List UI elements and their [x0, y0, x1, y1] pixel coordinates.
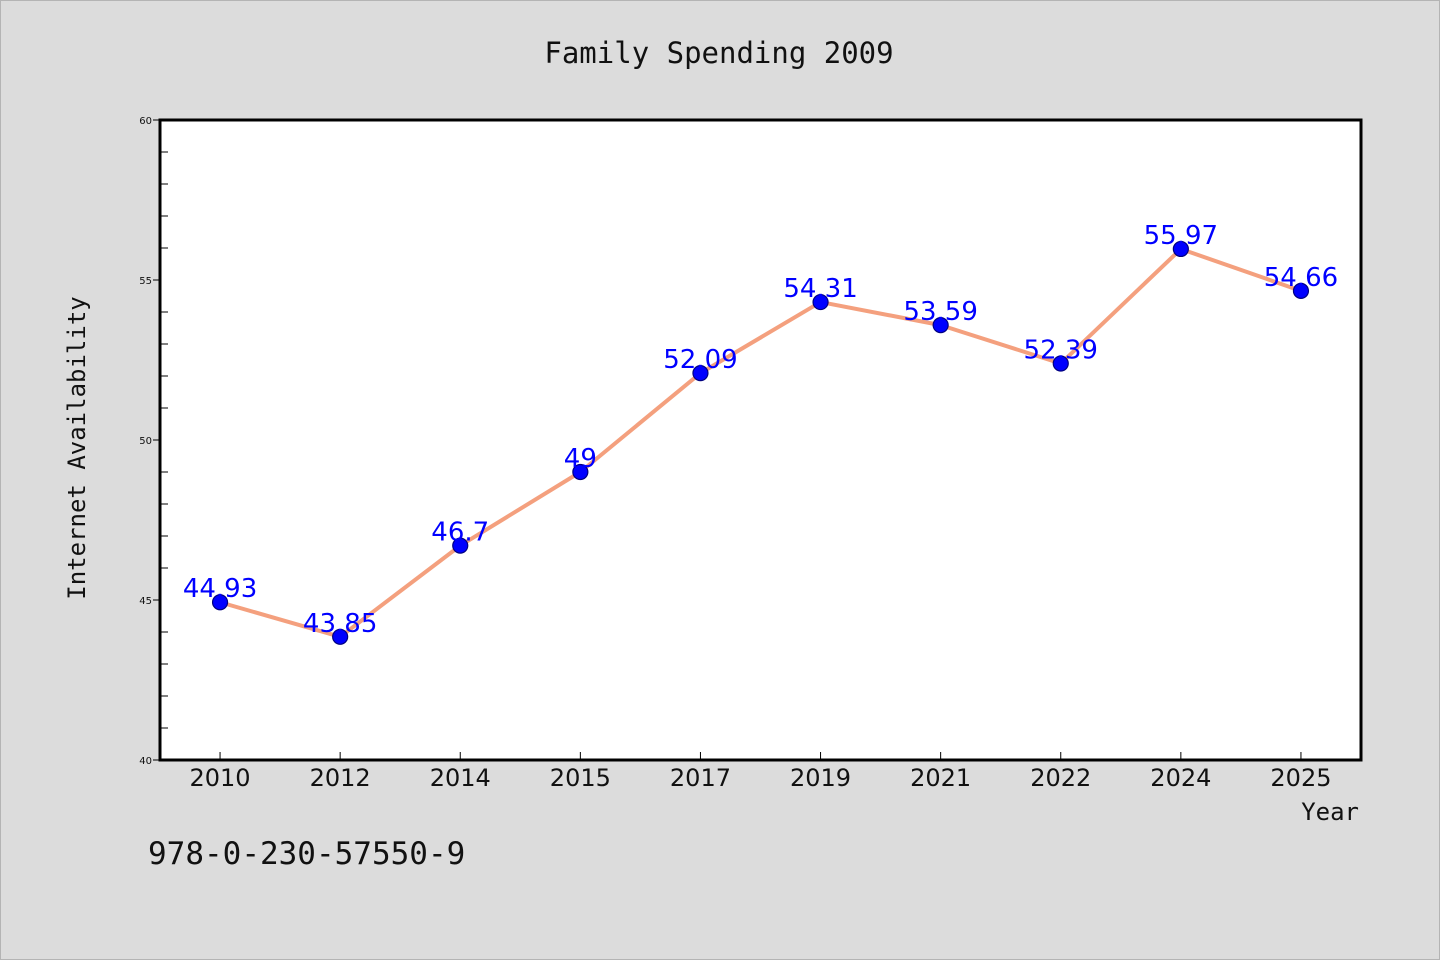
- data-point: [572, 463, 589, 481]
- data-series: [211, 240, 1310, 645]
- data-label: 53.59: [903, 297, 977, 327]
- x-tick-label: 2012: [310, 764, 371, 792]
- data-point: [332, 628, 349, 645]
- data-point: [812, 293, 829, 311]
- x-tick-label: 2025: [1270, 764, 1331, 792]
- x-tick-label: 2019: [790, 764, 851, 792]
- y-axis: 40 45 50 55 60: [139, 116, 168, 767]
- x-tick-label: 2014: [430, 764, 491, 792]
- data-point: [692, 365, 709, 382]
- data-label: 46.7: [431, 518, 489, 548]
- x-axis-label: Year: [1301, 798, 1359, 826]
- y-tick-label: 40: [139, 756, 152, 767]
- series-line: [219, 246, 1302, 639]
- data-label: 49: [564, 444, 597, 474]
- data-label: 54.66: [1264, 263, 1338, 293]
- y-tick-label: 55: [139, 276, 152, 287]
- data-label: 44.93: [183, 574, 257, 604]
- x-tick-label: 2021: [910, 764, 971, 792]
- x-tick-label: 2017: [670, 764, 731, 792]
- data-label: 43.85: [303, 609, 377, 639]
- data-label: 52.39: [1024, 336, 1098, 366]
- chart-title: Family Spending 2009: [544, 36, 893, 70]
- data-label: 55.97: [1144, 221, 1218, 251]
- x-tick-label: 2024: [1150, 764, 1211, 792]
- x-tick-label: 2010: [190, 764, 251, 792]
- data-label: 54.31: [783, 274, 857, 304]
- y-axis-label: Internet Availability: [63, 296, 91, 599]
- y-tick-label: 45: [139, 596, 152, 607]
- y-tick-label: 50: [139, 436, 152, 447]
- x-axis: 2010 2012 2014 2015 2017 2019 2021 2022 2024 2025: [190, 752, 1331, 792]
- data-point: [1292, 282, 1310, 299]
- data-point: [1052, 355, 1069, 372]
- data-point: [932, 317, 949, 334]
- y-tick-label: 60: [139, 116, 152, 127]
- data-point: [211, 594, 229, 611]
- data-point: [1172, 240, 1189, 258]
- x-tick-label: 2015: [550, 764, 611, 792]
- data-labels: 44.93 43.85 46.7 49 52.09 54.31 53.59 52.39 55.9…: [183, 221, 1338, 639]
- x-tick-label: 2022: [1030, 764, 1091, 792]
- data-point: [452, 537, 469, 554]
- plot-area: [158, 118, 1363, 762]
- footer-code: 978-0-230-57550-9: [148, 836, 465, 872]
- data-label: 52.09: [663, 345, 737, 375]
